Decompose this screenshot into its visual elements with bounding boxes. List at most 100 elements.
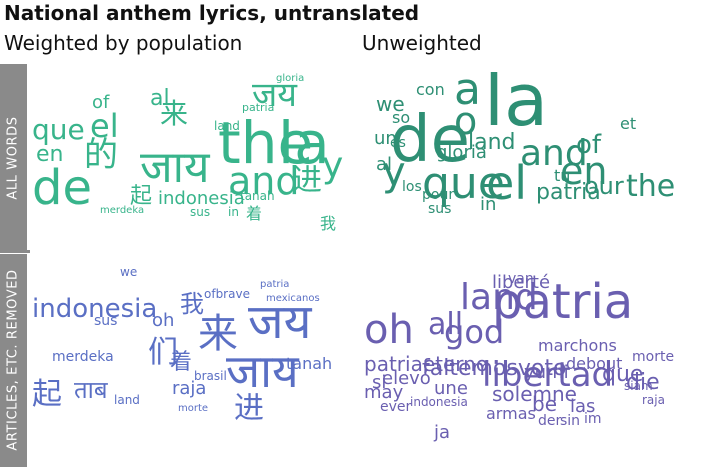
cloud-word: the — [218, 109, 314, 177]
cloud-word: patriaeterno — [364, 352, 489, 376]
cloud-word: mexicanos — [266, 293, 320, 304]
cloud-word: जाय — [140, 142, 210, 193]
cloud-word: faltemosvoto — [422, 356, 567, 381]
cloud-word: we — [376, 92, 405, 116]
cloud-word: god — [444, 313, 505, 351]
cloud-word: die — [626, 370, 660, 395]
cloud-word: 我 — [180, 290, 204, 318]
cloud-word: our — [584, 172, 624, 200]
column-header-unweighted: Unweighted — [362, 31, 482, 55]
cloud-word: brasil — [194, 369, 227, 383]
cloud-word: morte — [632, 349, 675, 365]
cloud-word: la — [278, 109, 330, 177]
cloud-word: marchons — [538, 336, 617, 355]
cloud-word: la — [484, 72, 549, 142]
column-header-weighted: Weighted by population — [4, 31, 243, 55]
cloud-word: gloria — [436, 142, 487, 163]
cloud-word: sus — [94, 313, 118, 329]
cloud-word: tu — [554, 166, 571, 185]
cloud-word: and — [228, 159, 300, 203]
cloud-word: el — [486, 156, 528, 210]
cloud-word: a — [454, 72, 481, 115]
cloud-word: 着 — [246, 204, 263, 223]
cloud-word: 我 — [320, 214, 337, 233]
cloud-word: im — [584, 411, 602, 427]
cloud-word: van — [508, 271, 534, 287]
cloud-word: armas — [486, 404, 536, 423]
cloud-word: 来 — [160, 97, 189, 130]
cloud-word: land — [468, 130, 516, 155]
cloud-word: sus — [190, 205, 211, 219]
cloud-word: in — [228, 205, 239, 219]
cloud-word: may — [364, 382, 404, 403]
cloud-word: the — [626, 169, 676, 204]
cloud-word: of — [576, 130, 602, 160]
cloud-word: yumi — [524, 362, 569, 383]
cloud-word: so — [392, 108, 411, 127]
cloud-word: morte — [178, 403, 209, 414]
cloud-word: indonesia — [32, 294, 158, 324]
cloud-word: in — [480, 194, 497, 215]
cloud-word: 进 — [234, 391, 264, 426]
cloud-word: las — [570, 396, 596, 417]
cloud-word: 起 — [130, 184, 153, 209]
cloud-word: et — [620, 114, 637, 133]
cloud-word: une — [434, 378, 468, 399]
cloud-word: un — [374, 128, 397, 149]
cloud-word: der — [538, 413, 562, 429]
cloud-word: de — [390, 103, 470, 177]
cloud-word: जाय — [226, 344, 299, 398]
cloud-word: patria — [492, 274, 634, 330]
cloud-word: indonesia — [158, 188, 245, 209]
cloud-word: 们 — [148, 335, 178, 370]
cloud-word: liberté — [492, 272, 551, 293]
cloud-word: land — [214, 119, 240, 133]
word-cloud-unweighted-all-words: la de a o que el and en the our y land of we un so al glo… — [360, 72, 680, 252]
cloud-word: oh — [152, 310, 175, 331]
cloud-word: of — [92, 92, 110, 113]
cloud-word: patria — [260, 279, 290, 290]
cloud-word: siam — [624, 379, 653, 393]
cloud-word: patria — [242, 101, 275, 114]
cloud-word: en — [36, 142, 64, 167]
cloud-word: sus — [428, 201, 452, 217]
cloud-word: merdeka — [52, 349, 114, 365]
cloud-word: oh — [364, 307, 414, 353]
cloud-word: debout — [566, 354, 623, 373]
cloud-word: o — [454, 99, 478, 143]
cloud-word: land — [460, 277, 538, 318]
cloud-word: en — [560, 149, 608, 193]
cloud-word: y — [322, 145, 344, 186]
cloud-word: all — [428, 307, 464, 342]
cloud-word: que — [422, 158, 505, 209]
cloud-word: 来 — [198, 311, 238, 357]
cloud-word: ever — [380, 399, 412, 415]
word-cloud-weighted-filtered: indonesia जय 来 जाय 进 起 我们着 merdeka tanah raja ताब o… — [30, 262, 350, 457]
cloud-word: con — [416, 80, 445, 99]
cloud-word: 进 — [292, 163, 322, 198]
cloud-word: sin — [560, 413, 581, 429]
cloud-word: 的 — [84, 135, 118, 175]
cloud-word: ofbrave — [204, 287, 250, 301]
cloud-word: tanah — [240, 189, 275, 203]
cloud-word: जय — [252, 75, 297, 115]
cloud-word: merdeka — [100, 205, 145, 216]
cloud-word: 起 — [32, 377, 62, 412]
cloud-word: land — [114, 393, 140, 407]
cloud-word: solemne — [492, 382, 577, 406]
cloud-word: 着 — [170, 350, 193, 375]
cloud-word: pour — [422, 187, 455, 203]
cloud-word: be — [532, 392, 557, 416]
row-divider — [0, 250, 30, 253]
cloud-word: que — [602, 362, 644, 387]
word-cloud-unweighted-filtered: patria land oh god libertad all faltemosvoto pa… — [362, 268, 682, 460]
row-band-articles-removed — [0, 254, 27, 467]
figure-title: National anthem lyrics, untranslated — [4, 1, 420, 25]
cloud-word: raja — [172, 378, 207, 399]
cloud-word: tanah — [286, 354, 333, 373]
cloud-word: que — [32, 113, 85, 146]
cloud-word: patria — [536, 180, 601, 205]
cloud-word: si — [372, 372, 387, 393]
cloud-word: and — [520, 133, 588, 174]
cloud-word: elevó — [382, 368, 431, 389]
